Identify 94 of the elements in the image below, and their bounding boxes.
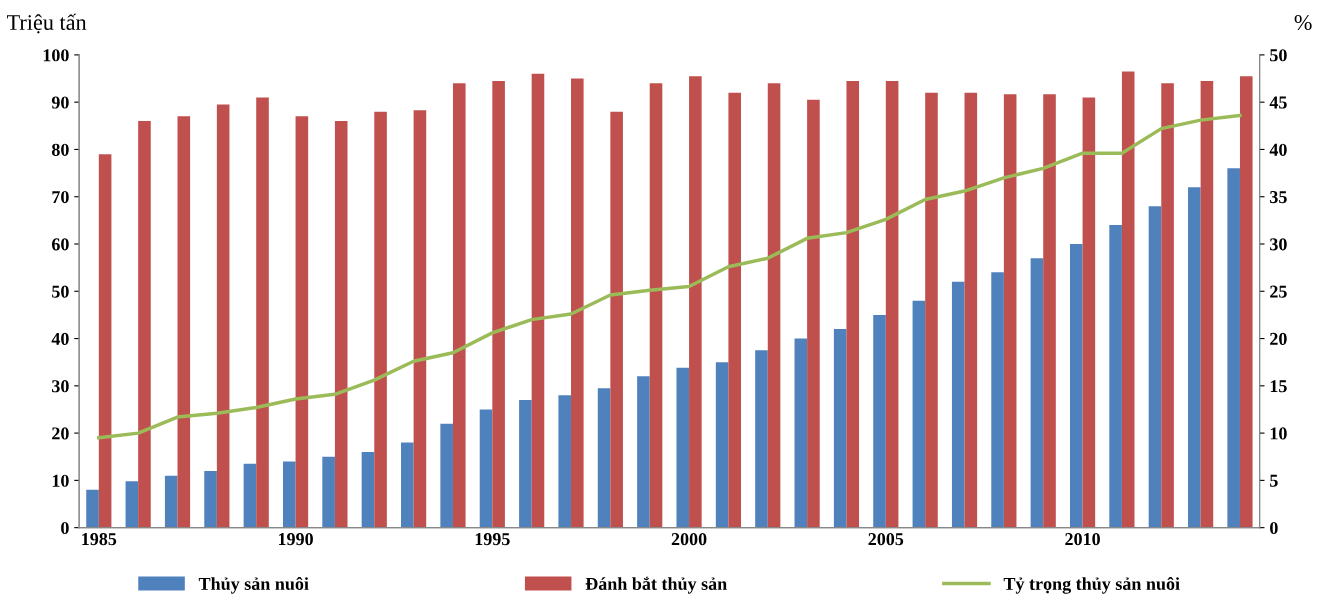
bar — [479, 409, 493, 528]
bar — [885, 80, 899, 528]
bar — [452, 83, 466, 528]
bar — [1003, 94, 1017, 528]
y-tick-label: 20 — [52, 427, 69, 440]
bar — [689, 76, 702, 528]
y-tick-label: 60 — [51, 238, 69, 251]
legend-label: Thủy sản nuôi — [198, 577, 309, 594]
bar — [715, 362, 729, 528]
bar — [361, 452, 375, 528]
bar — [991, 272, 1004, 528]
bar — [558, 395, 572, 528]
bar — [833, 329, 847, 528]
bar — [1069, 244, 1083, 528]
x-tick-label: 2005 — [868, 533, 904, 546]
bar — [755, 350, 768, 528]
bar — [728, 92, 742, 528]
bar — [243, 463, 257, 528]
legend-label: Tỷ trọng thủy sản nuôi — [1003, 577, 1180, 594]
bar — [138, 121, 151, 528]
bar — [1239, 76, 1253, 528]
y-tick-label: 10 — [52, 474, 69, 487]
bar — [282, 461, 296, 528]
y-tick-label: 40 — [51, 332, 69, 345]
bar — [1043, 94, 1056, 528]
bar — [216, 104, 230, 528]
bar — [637, 376, 650, 528]
bar — [374, 111, 387, 528]
bar — [597, 388, 611, 528]
y-tick-label: 0 — [61, 521, 69, 535]
bar — [519, 400, 532, 528]
y-tick-label: 90 — [51, 96, 69, 109]
bar — [1109, 225, 1122, 528]
y-axis-title: Triệu tấn — [7, 13, 87, 34]
y2-tick-label: 50 — [1270, 49, 1287, 62]
x-tick-label: 1990 — [278, 533, 313, 546]
bar — [1030, 258, 1044, 528]
y2-tick-label: 20 — [1270, 332, 1287, 345]
bar — [610, 111, 623, 528]
line-series — [97, 113, 1242, 440]
bar — [1148, 206, 1162, 528]
legend-label: Đánh bắt thủy sản — [585, 576, 727, 594]
bar — [295, 116, 309, 528]
bar — [334, 121, 348, 528]
bar — [401, 442, 414, 528]
y-tick-label: 70 — [52, 190, 69, 204]
bar — [794, 338, 808, 528]
bar — [440, 423, 453, 528]
x-tick-label: 2010 — [1065, 533, 1100, 546]
bar — [649, 83, 663, 528]
y2-tick-label: 5 — [1270, 474, 1278, 487]
y2-tick-label: 25 — [1270, 285, 1287, 298]
bar — [204, 470, 217, 528]
y2-tick-label: 15 — [1270, 380, 1287, 393]
y2-tick-label: 0 — [1270, 521, 1278, 535]
bar — [676, 367, 690, 528]
bar — [413, 110, 427, 528]
y2-tick-label: 45 — [1269, 96, 1287, 109]
bar — [256, 97, 269, 528]
bar — [492, 80, 505, 528]
y-tick-label: 100 — [43, 49, 69, 62]
bar — [1161, 83, 1174, 528]
bar — [177, 116, 191, 528]
y-tick-label: 50 — [52, 285, 69, 298]
bar — [98, 154, 112, 528]
x-tick-label: 2000 — [671, 533, 707, 546]
y2-tick-label: 35 — [1270, 191, 1287, 204]
bar — [571, 78, 584, 528]
bar — [1082, 97, 1096, 528]
bar — [322, 456, 335, 528]
bar — [873, 314, 886, 528]
bar — [1227, 168, 1240, 528]
y2-tick-label: 40 — [1269, 143, 1287, 156]
bar — [767, 83, 781, 528]
x-tick-label: 1985 — [82, 533, 117, 546]
bar — [1121, 71, 1135, 528]
bar — [1200, 80, 1214, 528]
bar — [925, 92, 938, 528]
y2-axis-title: % — [1294, 14, 1312, 31]
bar — [951, 281, 965, 528]
bar — [164, 475, 178, 528]
bar — [912, 300, 926, 528]
bar — [846, 80, 860, 528]
bar — [964, 92, 978, 528]
bar — [531, 73, 545, 528]
bar — [125, 481, 139, 528]
bar — [86, 489, 99, 528]
bar — [807, 99, 820, 528]
y-tick-label: 30 — [52, 380, 69, 393]
y2-tick-label: 10 — [1270, 427, 1287, 440]
x-tick-label: 1995 — [475, 533, 510, 546]
y-tick-label: 80 — [51, 143, 69, 156]
bar — [1188, 187, 1201, 528]
y2-tick-label: 30 — [1270, 238, 1287, 251]
